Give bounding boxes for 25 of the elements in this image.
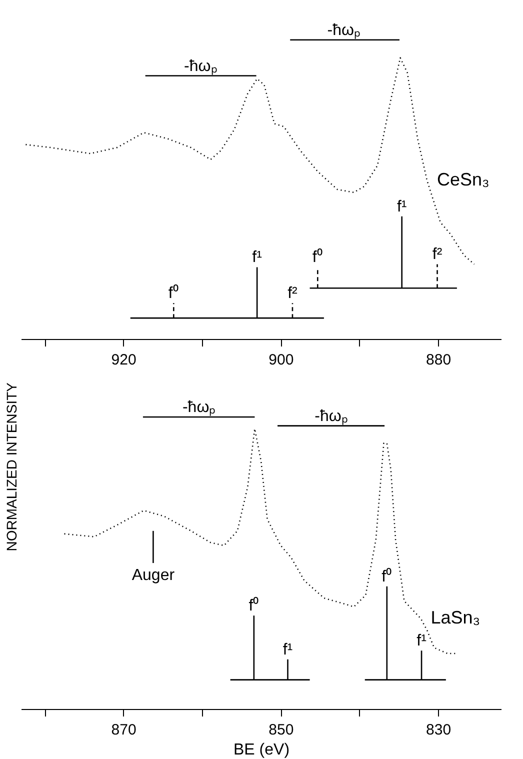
annotation: f²	[288, 285, 298, 302]
annotation: -ħωₚ	[327, 22, 360, 39]
series-label: CeSn₃	[437, 169, 490, 190]
annotation: Auger	[132, 567, 176, 584]
x-tick-label: 830	[426, 722, 452, 738]
x-tick-label: 920	[111, 352, 136, 368]
annotation: f²	[432, 246, 443, 264]
annotation: f¹	[282, 641, 293, 658]
y-axis-title: NORMALIZED INTENSITY	[4, 382, 20, 552]
x-axis-title: BE (eV)	[233, 742, 290, 758]
annotation: f⁰	[248, 596, 260, 615]
annotation: f¹	[396, 198, 407, 216]
x-tick-label: 850	[268, 722, 294, 738]
annotation: f⁰	[382, 567, 392, 586]
annotation: f¹	[252, 249, 262, 266]
annotation: -ħωₚ	[184, 58, 217, 75]
annotation: -ħωₚ	[314, 408, 348, 425]
annotation: f¹	[416, 632, 426, 650]
annotation: -ħωₚ	[182, 399, 216, 416]
series-label: LaSn₃	[430, 607, 480, 628]
x-tick-label: 880	[426, 352, 452, 368]
annotation: f⁰	[312, 248, 323, 266]
x-tick-label: 900	[268, 352, 294, 368]
annotation: f⁰	[168, 284, 179, 302]
x-tick-label: 870	[111, 722, 136, 738]
